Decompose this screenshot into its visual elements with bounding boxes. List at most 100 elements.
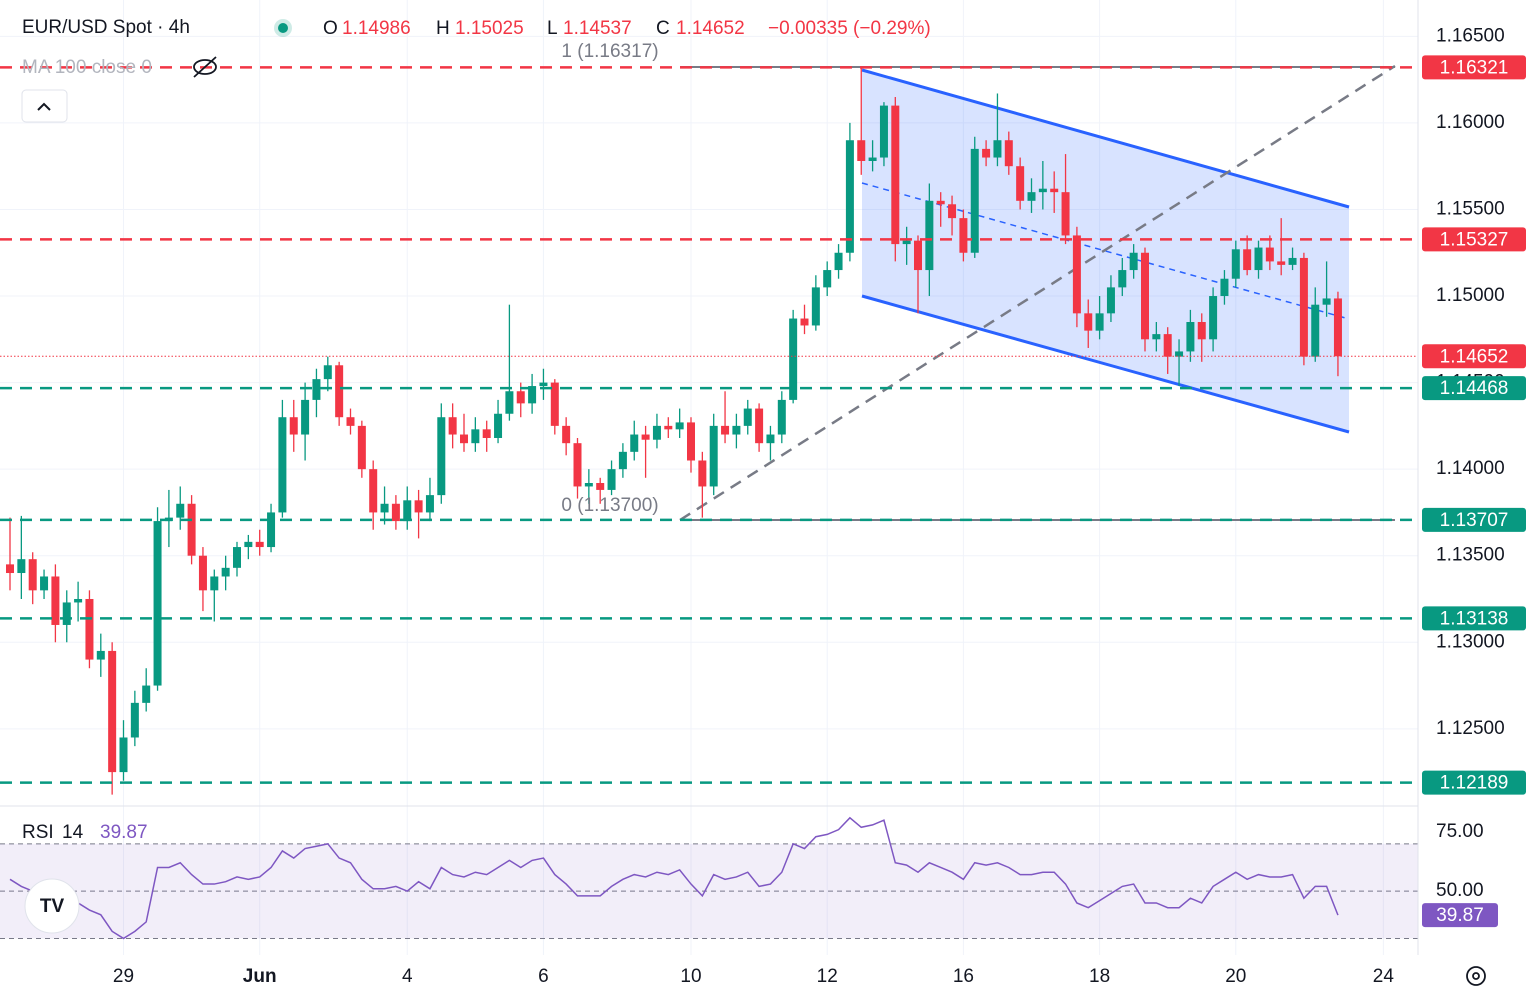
candle-body [85, 598, 94, 660]
candle-body [573, 443, 582, 487]
candle-body [244, 541, 253, 548]
candle-body [301, 399, 310, 435]
candle-body [641, 434, 650, 440]
x-tick-label: 18 [1089, 966, 1110, 987]
y-tick-label: 75.00 [1436, 821, 1484, 842]
candle-body [278, 417, 287, 513]
candle-body [233, 547, 241, 568]
candle-body [652, 425, 661, 440]
candle-body [516, 391, 525, 404]
candle-body [391, 503, 400, 522]
x-tick-label: 10 [680, 966, 701, 987]
channel-lower [861, 294, 1350, 434]
candle-body [369, 469, 378, 513]
candle-body [607, 469, 616, 490]
candle-body [482, 429, 491, 438]
candle-body [891, 105, 900, 245]
rsi-band [0, 843, 1418, 939]
symbol-title: EUR/USD Spot · 4h [22, 17, 190, 38]
change: −0.00335 (−0.29%) [768, 18, 931, 39]
level-tag [1422, 227, 1526, 252]
status-dot [278, 23, 288, 33]
candle-body [528, 386, 537, 404]
y-tick-label: 1.16000 [1436, 112, 1505, 133]
marks-layer [0, 66, 1418, 940]
ohlc-value: 1.14986 [342, 18, 411, 39]
candle-body [732, 425, 741, 435]
level-label: 1.14468 [1440, 378, 1509, 399]
candle-body [902, 240, 911, 245]
level-tag [1422, 606, 1526, 631]
y-tick-label: 50.00 [1436, 880, 1484, 901]
logo[interactable]: TV [24, 878, 80, 934]
labels-layer: 1.165001.160001.155001.150001.145001.140… [113, 25, 1526, 987]
candle-body [868, 157, 877, 161]
candle-body [834, 252, 843, 271]
candle-body [108, 650, 117, 773]
candle-body [1004, 140, 1013, 167]
candle-body [596, 483, 605, 490]
candle-body [800, 318, 809, 326]
candle-body [1175, 351, 1184, 357]
candle-body [437, 417, 446, 496]
settings-icon[interactable] [1466, 966, 1486, 986]
candle-body [993, 140, 1002, 158]
candle-body [879, 105, 888, 158]
hide-icon[interactable] [193, 56, 217, 78]
candle-body [335, 365, 344, 418]
candle-body [460, 434, 468, 444]
candle-body [823, 270, 832, 288]
candle-body [1322, 298, 1331, 305]
rsi-line [9, 816, 1339, 940]
candle-body [62, 602, 71, 625]
rsi-last-label: 39.87 [1436, 905, 1484, 926]
candle-body [1061, 192, 1070, 236]
rsi-value: 39.87 [100, 822, 148, 843]
candle-body [494, 413, 503, 438]
candle-body [948, 204, 957, 219]
level-tag [1422, 770, 1526, 795]
candle-body [1209, 296, 1218, 340]
y-tick-label: 1.12500 [1436, 718, 1505, 739]
candle-body [539, 382, 548, 387]
candle-body [346, 417, 355, 426]
candle-body [721, 425, 730, 435]
indicator-label: MA 100 close 0 [22, 57, 152, 78]
candle-body [664, 425, 673, 430]
x-tick-label: 4 [402, 966, 413, 987]
candle-body [1152, 334, 1161, 340]
candle-body [1333, 298, 1342, 357]
candle-body [221, 567, 230, 577]
x-tick-label: 6 [538, 966, 549, 987]
candle-body [28, 559, 37, 591]
candle-body [1254, 247, 1263, 271]
candle-body [811, 287, 820, 326]
candle-body [448, 417, 457, 435]
candle-body [1050, 188, 1059, 193]
x-tick-label: 12 [817, 966, 838, 987]
candle-body [1106, 287, 1115, 314]
level-label: 1.14652 [1440, 346, 1509, 367]
grid-layer [0, 0, 1418, 955]
x-tick-label: Jun [243, 966, 277, 987]
candle-body [1186, 322, 1195, 352]
candle-body [982, 148, 991, 158]
ohlc-key: O [323, 18, 338, 39]
rsi-tag [1422, 903, 1498, 928]
candle-body [936, 200, 945, 205]
candle-body [187, 503, 196, 556]
ohlc-key: L [547, 18, 558, 39]
x-tick-label: 16 [953, 966, 974, 987]
collapse-button[interactable] [21, 89, 68, 123]
candle-body [1118, 270, 1127, 288]
candle-body [618, 451, 627, 470]
candle-body [1084, 313, 1093, 331]
candle-body [17, 559, 26, 574]
candle-body [709, 425, 718, 487]
candle-body [6, 564, 14, 574]
candle-body [755, 408, 764, 444]
rsi-length: 14 [62, 822, 84, 843]
